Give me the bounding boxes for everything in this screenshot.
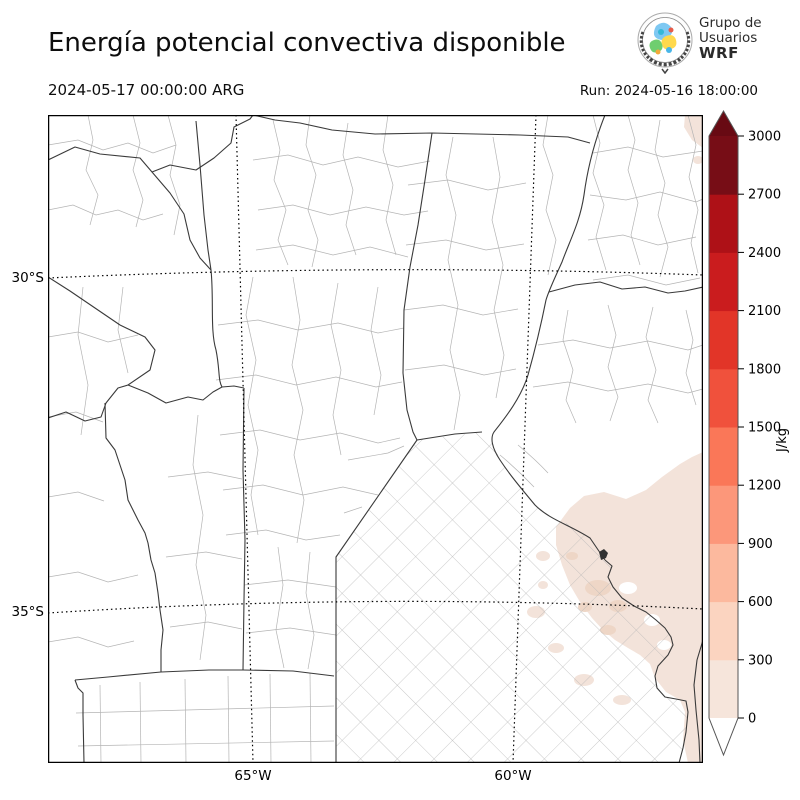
page-title: Energía potencial convectiva disponible [48,28,566,58]
colorbar-over-arrow [709,111,738,136]
colorbar-tick-label: 300 [748,653,773,668]
colorbar-tick-label: 1200 [748,479,781,494]
colorbar-tick-label: 2400 [748,246,781,261]
colorbar-segment [709,543,738,603]
globe-logo-icon [637,12,693,74]
logo-text: Grupo de Usuarios WRF [699,16,762,61]
parana-river [491,115,606,561]
atlantic-coast [693,639,703,763]
valid-time-label: 2024-05-17 00:00:00 ARG [48,81,245,99]
colorbar-segment [709,368,738,428]
colorbar-tick-label: 600 [748,595,773,610]
lon-label-65w: 65°W [234,768,272,784]
colorbar-segment [709,659,738,719]
map-frame [48,115,703,763]
department-borders [48,115,703,763]
wrf-users-group-logo: Grupo de Usuarios WRF [636,10,762,74]
buenos-aires-department-mesh [336,432,688,763]
city-marker [599,549,608,560]
colorbar-tick-label: 2100 [748,304,781,319]
lon-label-60w: 60°W [494,768,532,784]
gridline-35s [48,600,703,614]
gridline-60w [512,115,537,763]
lat-label-35s: 35°S [11,604,45,620]
lat-label-30s: 30°S [11,270,45,286]
colorbar-tick-label: 0 [748,712,756,727]
colorbar-tick-label: 3000 [748,130,781,145]
colorbar-segment [709,601,738,661]
logo-line-2: Usuarios [699,30,758,46]
colorbar-under-arrow [709,718,738,755]
logo-line-3: WRF [699,44,739,62]
colorbar-tick-label: 2700 [748,188,781,203]
colorbar-tick-label: 1500 [748,421,781,436]
colorbar-segment [709,194,738,253]
map-canvas [48,115,703,763]
logo-line-1: Grupo de [699,15,762,31]
colorbar-svg: 0 300 600 900 1200 1500 1800 2100 2400 2700 3000 J/… [708,110,790,757]
colorbar-tick-label: 900 [748,537,773,552]
colorbar: 0 300 600 900 1200 1500 1800 2100 2400 2700 3000 J/… [700,100,800,770]
colorbar-segment [709,310,738,370]
graticule [48,115,703,763]
run-time-label: Run: 2024-05-16 18:00:00 [579,83,758,99]
gridline-65w [235,115,254,763]
colorbar-segment [709,485,738,544]
argentina-cape-map [48,115,703,763]
province-borders [48,115,703,763]
colorbar-unit-label: J/kg [775,428,790,453]
gridline-30s [48,269,703,279]
colorbar-tick-label: 1800 [748,362,781,377]
colorbar-segment [709,136,738,195]
colorbar-segment [709,252,738,312]
rio-de-la-plata-coast [604,559,689,763]
colorbar-segment [709,427,738,486]
